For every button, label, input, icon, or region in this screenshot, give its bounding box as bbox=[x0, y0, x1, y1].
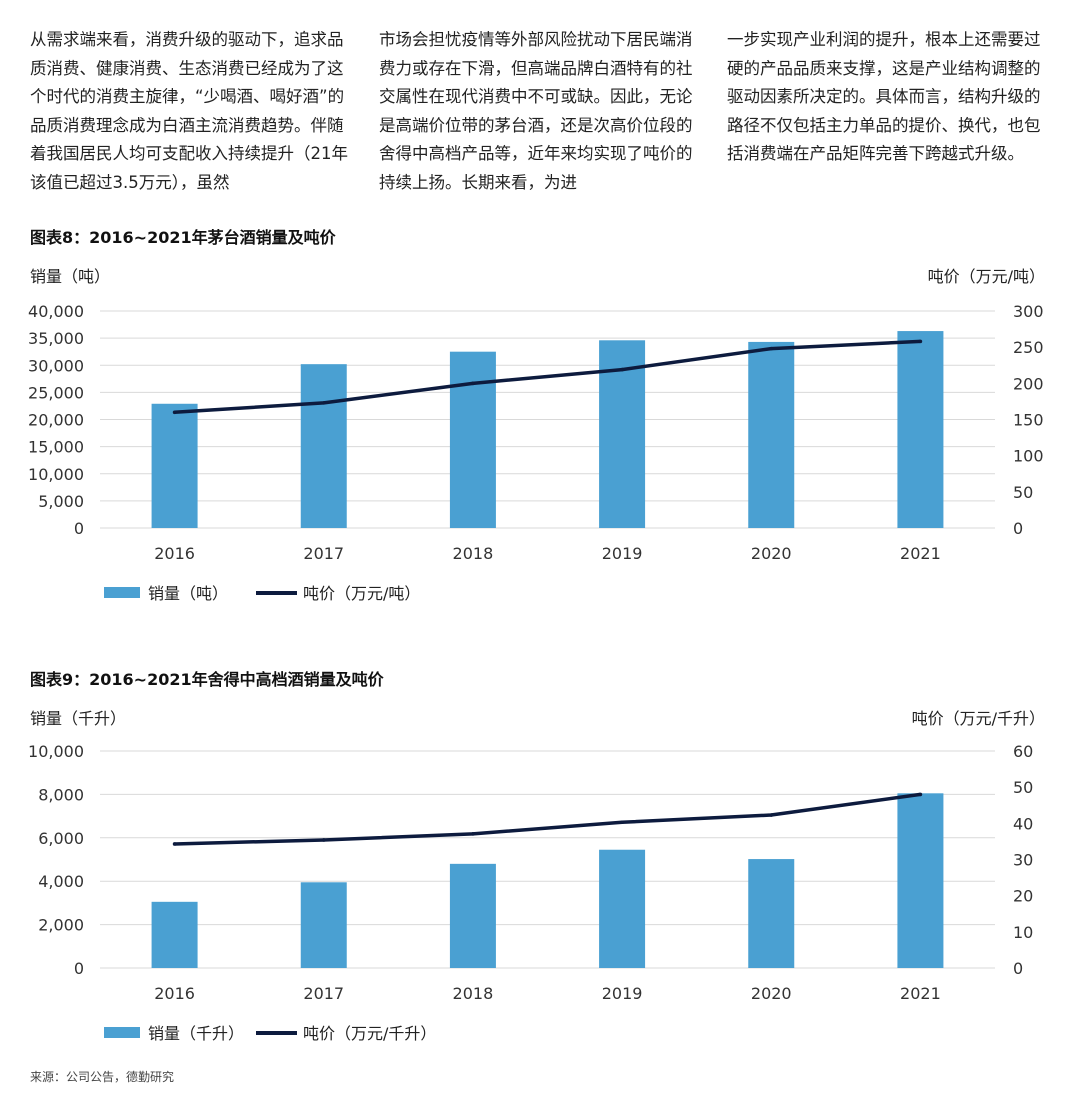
y-tick-label: 4,000 bbox=[38, 872, 84, 891]
line-point bbox=[620, 820, 624, 825]
y-tick-label: 35,000 bbox=[28, 329, 84, 348]
y2-tick-label: 200 bbox=[1013, 374, 1044, 393]
legend-bar-swatch bbox=[104, 587, 140, 598]
text-column-1: 从需求端来看，消费升级的驱动下，追求品质消费、健康消费、生态消费已经成为了这个时… bbox=[30, 30, 348, 192]
x-tick-label: 2019 bbox=[602, 984, 643, 1003]
line-point bbox=[769, 346, 774, 351]
bar bbox=[449, 351, 496, 528]
x-tick-label: 2021 bbox=[900, 984, 941, 1003]
y2-tick-label: 50 bbox=[1013, 483, 1033, 502]
chart-9: 销量（千升） 吨价（万元/千升） 0 2,000 4,000 6,000 8,000 10,0… bbox=[28, 709, 1045, 1043]
y-tick-label: 10,000 bbox=[28, 742, 84, 761]
line-point bbox=[471, 381, 475, 386]
line-point bbox=[471, 832, 475, 836]
x-tick-label: 2021 bbox=[900, 544, 941, 563]
chart-title-9: 图表9：2016~2021年舍得中高档酒销量及吨价 bbox=[30, 670, 384, 689]
x-tick-label: 2018 bbox=[453, 544, 494, 563]
price-line bbox=[174, 792, 921, 846]
y2-tick-label: 150 bbox=[1013, 411, 1044, 430]
y2-tick-label: 250 bbox=[1013, 338, 1044, 357]
y-tick-label: 2,000 bbox=[38, 916, 84, 935]
y-tick-label: 10,000 bbox=[28, 465, 84, 484]
y2-tick-label: 60 bbox=[1013, 742, 1033, 761]
y2-tick-label: 300 bbox=[1013, 302, 1044, 321]
y-tick-label: 0 bbox=[74, 959, 84, 978]
y-tick-label: 40,000 bbox=[28, 302, 84, 321]
bar bbox=[748, 341, 795, 528]
line-point bbox=[918, 792, 923, 797]
x-tick-label: 2016 bbox=[154, 984, 195, 1003]
bar bbox=[599, 849, 646, 968]
y-tick-label: 20,000 bbox=[28, 411, 84, 430]
y2-axis-title: 吨价（万元/吨） bbox=[928, 267, 1045, 286]
chart-8: 销量（吨） 吨价（万元/吨） 0 5,000 10,000 15,000 20,000 25,… bbox=[28, 267, 1045, 603]
y-tick-label: 25,000 bbox=[28, 383, 84, 402]
line-point bbox=[321, 401, 326, 405]
legend-bar-label: 销量（千升） bbox=[148, 1024, 244, 1043]
bar bbox=[300, 882, 347, 968]
legend-line-label: 吨价（万元/吨） bbox=[303, 584, 420, 603]
y2-tick-label: 50 bbox=[1013, 778, 1033, 797]
y-tick-label: 30,000 bbox=[28, 356, 84, 375]
y-axis-title: 销量（吨） bbox=[30, 267, 110, 286]
y2-tick-label: 10 bbox=[1013, 923, 1033, 942]
y2-tick-label: 40 bbox=[1013, 814, 1033, 833]
y2-axis-title: 吨价（万元/千升） bbox=[912, 709, 1045, 728]
y-tick-label: 8,000 bbox=[38, 785, 84, 804]
y-tick-label: 6,000 bbox=[38, 829, 84, 848]
price-line bbox=[174, 339, 921, 415]
y2-tick-label: 100 bbox=[1013, 447, 1044, 466]
x-tick-label: 2018 bbox=[453, 984, 494, 1003]
legend-line-label: 吨价（万元/千升） bbox=[303, 1024, 436, 1043]
y2-tick-label: 0 bbox=[1013, 959, 1023, 978]
y2-tick-label: 30 bbox=[1013, 851, 1033, 870]
legend-bar-label: 销量（吨） bbox=[148, 584, 228, 603]
text-column-2: 市场会担忧疫情等外部风险扰动下居民端消费力或存在下滑，但高端品牌白酒特有的社交属… bbox=[379, 30, 693, 192]
bar bbox=[748, 859, 795, 968]
x-tick-label: 2020 bbox=[751, 984, 792, 1003]
bar bbox=[151, 403, 198, 528]
line-point bbox=[172, 410, 177, 415]
line-point bbox=[620, 367, 624, 372]
bar bbox=[897, 331, 944, 528]
bar bbox=[300, 364, 347, 528]
x-tick-label: 2019 bbox=[602, 544, 643, 563]
y-tick-label: 0 bbox=[74, 519, 84, 538]
y2-tick-label: 20 bbox=[1013, 887, 1033, 906]
x-tick-label: 2016 bbox=[154, 544, 195, 563]
y2-tick-label: 0 bbox=[1013, 519, 1023, 538]
y-tick-label: 15,000 bbox=[28, 438, 84, 457]
bar bbox=[897, 793, 944, 968]
line-point bbox=[769, 813, 774, 817]
bar bbox=[449, 863, 496, 968]
text-column-3: 一步实现产业利润的提升，根本上还需要过硬的产品品质来支撑，这是产业结构调整的驱动… bbox=[727, 30, 1041, 163]
line-point bbox=[172, 842, 177, 846]
x-tick-label: 2017 bbox=[303, 544, 344, 563]
bar bbox=[151, 901, 198, 968]
line-point bbox=[321, 838, 326, 842]
source-note: 来源：公司公告，德勤研究 bbox=[30, 1070, 175, 1084]
x-tick-label: 2020 bbox=[751, 544, 792, 563]
y-tick-label: 5,000 bbox=[38, 492, 84, 511]
y-axis-title: 销量（千升） bbox=[30, 709, 126, 728]
line-point bbox=[918, 339, 923, 344]
x-tick-label: 2017 bbox=[303, 984, 344, 1003]
legend-bar-swatch bbox=[104, 1027, 140, 1038]
chart-title-8: 图表8：2016~2021年茅台酒销量及吨价 bbox=[30, 228, 336, 247]
